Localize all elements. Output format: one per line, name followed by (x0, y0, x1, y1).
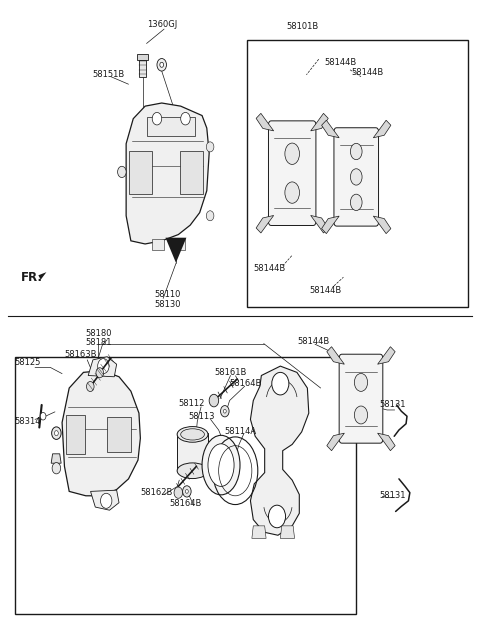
Circle shape (220, 406, 229, 417)
Circle shape (209, 394, 219, 407)
FancyBboxPatch shape (339, 354, 383, 443)
Text: 58131: 58131 (379, 401, 406, 410)
Polygon shape (126, 103, 209, 244)
FancyBboxPatch shape (268, 121, 316, 226)
Polygon shape (256, 216, 274, 233)
Text: 58144B: 58144B (297, 337, 329, 346)
Text: 58151B: 58151B (92, 70, 124, 80)
Circle shape (206, 142, 214, 152)
Polygon shape (256, 113, 274, 131)
Text: 58181: 58181 (86, 339, 112, 348)
Text: 58164B: 58164B (229, 379, 262, 387)
Bar (137, 54, 148, 60)
Ellipse shape (180, 428, 204, 440)
Circle shape (40, 413, 46, 420)
Circle shape (185, 490, 188, 494)
Circle shape (182, 486, 191, 497)
Text: 58144B: 58144B (351, 68, 383, 78)
Ellipse shape (177, 463, 208, 478)
Circle shape (55, 430, 58, 435)
Text: 58131: 58131 (379, 491, 406, 501)
Ellipse shape (208, 444, 234, 487)
Text: 58112: 58112 (179, 399, 204, 408)
Text: 58101B: 58101B (287, 22, 319, 31)
Polygon shape (311, 216, 328, 233)
Circle shape (206, 210, 214, 221)
Bar (177, 433, 208, 471)
Polygon shape (88, 356, 117, 377)
Circle shape (157, 59, 167, 71)
Bar (180, 151, 203, 194)
Circle shape (100, 494, 112, 508)
Circle shape (96, 368, 104, 378)
Polygon shape (280, 526, 295, 538)
Ellipse shape (350, 143, 362, 160)
Text: 58110: 58110 (155, 290, 181, 299)
Circle shape (52, 463, 60, 474)
Text: 58114A: 58114A (225, 427, 257, 436)
Bar (139, 60, 146, 77)
Text: 58161B: 58161B (214, 368, 246, 377)
Ellipse shape (350, 194, 362, 210)
Polygon shape (322, 216, 339, 234)
Circle shape (268, 505, 286, 528)
Ellipse shape (354, 406, 368, 424)
Polygon shape (378, 433, 395, 451)
Text: 1360GJ: 1360GJ (147, 20, 178, 29)
Polygon shape (252, 526, 266, 538)
Text: 58162B: 58162B (140, 488, 173, 497)
Circle shape (118, 166, 126, 178)
Text: 58163B: 58163B (64, 350, 97, 360)
Circle shape (160, 63, 164, 67)
Circle shape (86, 382, 94, 391)
Polygon shape (311, 113, 328, 131)
Polygon shape (91, 490, 119, 510)
Polygon shape (62, 370, 140, 495)
Ellipse shape (285, 182, 300, 204)
Ellipse shape (354, 374, 368, 391)
Polygon shape (373, 120, 391, 138)
Bar (130, 151, 152, 194)
Ellipse shape (350, 169, 362, 185)
Text: 58130: 58130 (155, 300, 181, 308)
Text: FR.: FR. (21, 270, 43, 284)
Bar (247, 40, 468, 307)
Polygon shape (327, 347, 344, 364)
Circle shape (272, 372, 289, 395)
Polygon shape (327, 433, 344, 451)
Text: 58314: 58314 (14, 416, 41, 426)
Bar (174, 239, 185, 250)
Polygon shape (166, 238, 186, 263)
Bar (66, 415, 85, 454)
Ellipse shape (202, 435, 240, 495)
Circle shape (52, 427, 61, 439)
Text: 58125: 58125 (14, 358, 41, 367)
Text: 58144B: 58144B (324, 58, 357, 67)
Circle shape (180, 112, 190, 125)
Circle shape (97, 358, 109, 374)
Polygon shape (251, 366, 309, 535)
Polygon shape (51, 454, 61, 463)
FancyBboxPatch shape (334, 128, 379, 226)
Text: 58180: 58180 (86, 329, 112, 338)
Circle shape (223, 410, 226, 413)
Circle shape (152, 112, 162, 125)
Text: 58144B: 58144B (310, 286, 342, 295)
Text: 58113: 58113 (189, 411, 215, 421)
Text: 58144B: 58144B (253, 264, 286, 273)
Ellipse shape (285, 143, 300, 164)
Bar (147, 117, 195, 136)
Polygon shape (322, 120, 339, 138)
Ellipse shape (177, 427, 208, 442)
Text: 58164B: 58164B (170, 499, 202, 508)
Bar (107, 418, 131, 452)
Circle shape (174, 487, 182, 498)
Bar (14, 356, 356, 614)
Polygon shape (38, 272, 47, 280)
Polygon shape (378, 347, 395, 364)
Bar (152, 239, 164, 250)
Polygon shape (373, 216, 391, 234)
